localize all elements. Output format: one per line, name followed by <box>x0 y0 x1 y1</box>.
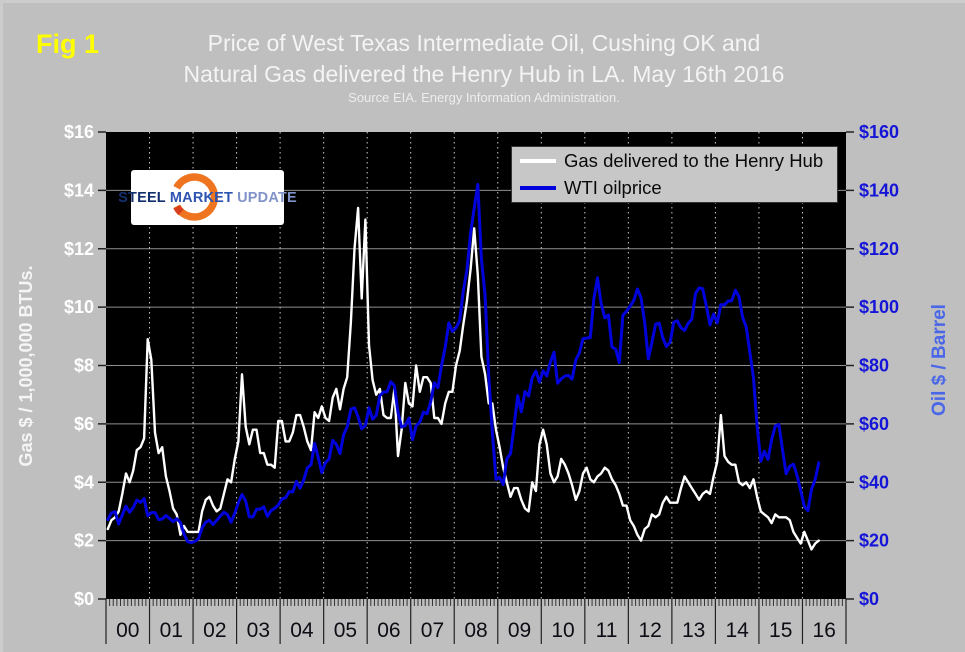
x-axis-tick-label: 14 <box>725 619 749 642</box>
x-axis-tick-label: 01 <box>160 619 183 642</box>
x-axis-tick-label: 00 <box>116 619 139 642</box>
left-axis-title: Gas $ / 1,000,000 BTUs. <box>16 265 36 467</box>
chart-title-line2: Natural Gas delivered the Henry Hub in L… <box>183 61 785 87</box>
logo-word-steel: STEEL <box>118 189 166 206</box>
right-axis-tick-label: $100 <box>859 297 899 317</box>
right-axis-tick-label: $60 <box>859 414 889 434</box>
x-axis-tick-label: 11 <box>596 619 618 642</box>
right-axis-tick-label: $160 <box>859 122 899 142</box>
left-axis-tick-label: $8 <box>74 356 94 376</box>
x-axis-tick-label: 10 <box>551 619 574 642</box>
x-axis-tick-label: 03 <box>247 619 270 642</box>
right-axis-tick-label: $80 <box>859 356 889 376</box>
left-axis-tick-label: $4 <box>74 472 94 492</box>
legend-label-oil: WTI oilprice <box>564 177 662 198</box>
x-axis-tick-label: 15 <box>769 619 792 642</box>
left-axis-tick-label: $14 <box>64 180 94 200</box>
chart-subtitle: Source EIA. Energy Information Administr… <box>348 90 620 105</box>
left-axis-tick-label: $16 <box>64 122 94 142</box>
x-axis-tick-label: 13 <box>682 619 705 642</box>
right-axis-tick-label: $120 <box>859 239 899 259</box>
figure-label: Fig 1 <box>36 29 100 59</box>
chart-title-line1: Price of West Texas Intermediate Oil, Cu… <box>207 30 761 56</box>
oil-line-sample <box>520 186 556 190</box>
series-line-gas <box>106 206 820 551</box>
right-axis-tick-label: $140 <box>859 180 899 200</box>
legend-label-gas: Gas delivered to the Henry Hub <box>564 150 824 171</box>
x-axis-tick-label: 06 <box>377 619 400 642</box>
logo-word-market: MARKET <box>169 189 234 206</box>
x-axis-tick-label: 04 <box>290 619 314 642</box>
left-axis-tick-label: $2 <box>74 531 94 551</box>
left-axis-tick-label: $10 <box>64 297 94 317</box>
logo-text: STEEL MARKET UPDATE <box>118 170 297 225</box>
legend-item-oil: WTI oilprice <box>520 177 837 199</box>
left-axis-tick-label: $0 <box>74 589 94 609</box>
steel-market-update-logo: STEEL MARKET UPDATE <box>118 170 297 225</box>
x-axis-tick-label: 08 <box>464 619 487 642</box>
x-axis-tick-label: 07 <box>421 619 444 642</box>
gas-line-sample <box>520 159 556 163</box>
left-axis-tick-label: $6 <box>74 414 94 434</box>
x-axis-tick-label: 02 <box>203 619 226 642</box>
legend: Gas delivered to the Henry Hub WTI oilpr… <box>511 146 838 203</box>
legend-item-gas: Gas delivered to the Henry Hub <box>520 150 837 172</box>
x-axis-tick-label: 16 <box>813 619 836 642</box>
right-axis-tick-label: $40 <box>859 472 889 492</box>
right-axis-title: Oil $ / Barrel <box>929 304 950 416</box>
x-axis-tick-label: 12 <box>638 619 661 642</box>
logo-crescent-icon <box>173 173 219 221</box>
chart-title: Price of West Texas Intermediate Oil, Cu… <box>3 28 965 90</box>
price-chart: $0 $2 $4 $6 $8 $10 $12 $14 $16 $0 $20 $40 $60 $80 $100… <box>64 122 899 644</box>
x-axis-tick-label: 05 <box>334 619 357 642</box>
right-axis-tick-label: $0 <box>859 589 879 609</box>
logo-word-update: UPDATE <box>237 189 297 206</box>
series-line-oil <box>106 183 821 545</box>
right-axis-tick-label: $20 <box>859 531 889 551</box>
left-axis-tick-label: $12 <box>64 239 94 259</box>
x-axis-tick-label: 09 <box>508 619 531 642</box>
